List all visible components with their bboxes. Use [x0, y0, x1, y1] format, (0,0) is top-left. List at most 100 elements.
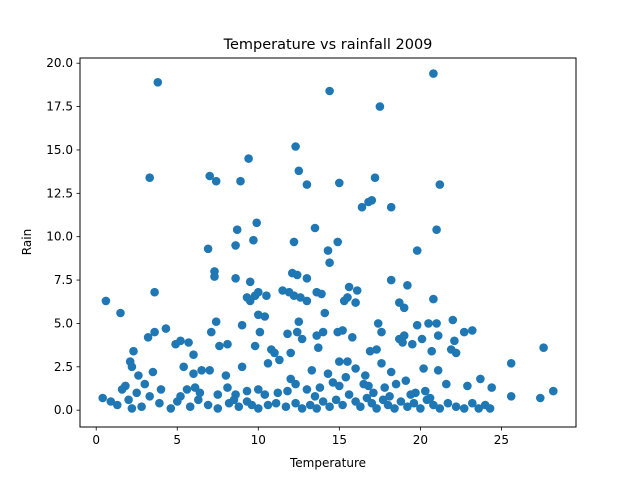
data-point [207, 327, 216, 337]
data-point [205, 366, 214, 375]
y-tick-label: 10.0 [46, 230, 73, 244]
data-point [348, 333, 357, 342]
data-point [194, 395, 203, 405]
data-point [459, 327, 469, 337]
x-axis-label: Temperature [289, 456, 366, 470]
data-point [343, 293, 352, 302]
data-point [113, 400, 122, 410]
data-point [317, 289, 326, 299]
data-point [307, 366, 317, 375]
data-point [283, 386, 292, 396]
data-point [150, 287, 159, 297]
data-point [361, 371, 370, 380]
data-point [291, 398, 300, 408]
data-point [435, 404, 445, 413]
data-point [189, 369, 198, 379]
x-tick-label: 15 [332, 433, 347, 447]
data-point [161, 324, 171, 333]
data-point [372, 345, 381, 354]
data-point [166, 404, 176, 413]
data-point [487, 383, 497, 392]
data-point [195, 388, 205, 398]
data-point [121, 381, 130, 391]
data-point [325, 86, 334, 96]
data-point [203, 400, 213, 410]
chart-title: Temperature vs rainfall 2009 [223, 37, 433, 53]
data-point [270, 348, 279, 358]
data-point [229, 395, 239, 405]
data-point [318, 327, 328, 337]
data-point [302, 385, 312, 394]
data-point [231, 241, 240, 250]
data-point [263, 359, 273, 368]
data-point [536, 393, 545, 403]
data-point [315, 383, 325, 392]
data-point [386, 367, 396, 377]
data-point [213, 390, 223, 399]
data-point [153, 78, 163, 87]
data-point [176, 336, 185, 346]
data-point [451, 348, 461, 358]
data-point [468, 326, 477, 335]
y-tick-label: 12.5 [46, 186, 73, 200]
data-point [429, 400, 438, 410]
data-point [294, 166, 304, 176]
data-point [124, 395, 133, 405]
data-point [250, 341, 260, 351]
data-point [129, 346, 138, 356]
data-point [281, 402, 291, 412]
y-tick-label: 17.5 [46, 100, 73, 114]
data-point [416, 404, 425, 413]
data-point [369, 388, 378, 398]
data-point [328, 378, 338, 387]
data-point [356, 402, 365, 412]
data-point [399, 303, 409, 313]
data-point [372, 404, 381, 413]
data-point [179, 362, 188, 372]
data-point [331, 395, 341, 405]
data-point [310, 223, 320, 233]
data-point [302, 274, 312, 283]
data-point [289, 237, 299, 247]
data-point [359, 379, 369, 389]
data-point [292, 270, 302, 280]
data-point [398, 338, 407, 347]
data-point [421, 386, 430, 396]
data-point [189, 350, 198, 360]
data-point [424, 319, 433, 328]
data-point [377, 327, 386, 337]
data-point [155, 398, 164, 408]
data-point [236, 176, 245, 186]
data-point [335, 178, 344, 188]
data-point [380, 383, 390, 392]
data-point [116, 308, 125, 318]
data-point [237, 362, 247, 372]
data-point [474, 404, 484, 413]
data-point [442, 379, 451, 389]
data-point [260, 312, 270, 321]
data-point [185, 402, 195, 412]
data-point [244, 154, 253, 163]
y-tick-label: 0.0 [54, 403, 73, 417]
data-point [341, 372, 351, 382]
data-point [213, 404, 223, 413]
data-point [237, 320, 247, 330]
data-point [386, 202, 396, 212]
x-tick-label: 20 [413, 433, 428, 447]
data-point [386, 275, 396, 285]
data-point [127, 404, 137, 413]
data-point [305, 400, 315, 410]
data-point [223, 339, 232, 349]
data-point [351, 364, 360, 373]
data-point [412, 246, 422, 255]
y-tick-label: 5.0 [54, 316, 73, 330]
data-point [385, 392, 394, 401]
data-point [419, 364, 428, 373]
data-point [247, 400, 257, 410]
y-axis-ticks: 0.0 2.5 5.0 7.5 10.0 12.5 15.0 17.5 20.0 [46, 56, 80, 417]
data-point [344, 390, 354, 399]
data-point [351, 298, 360, 307]
x-axis-ticks: 0 5 10 15 20 25 [92, 427, 509, 447]
